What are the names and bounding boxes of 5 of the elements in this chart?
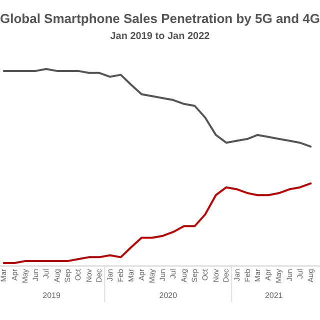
text: 2021 <box>264 291 284 300</box>
text: 2019 <box>42 291 61 300</box>
chart-subtitle: Jan 2019 to Jan 2022 <box>110 31 210 42</box>
chart-title: Global Smartphone Sales Penetration by 5G and 4G <box>0 11 320 26</box>
text: 2020 <box>159 291 178 300</box>
